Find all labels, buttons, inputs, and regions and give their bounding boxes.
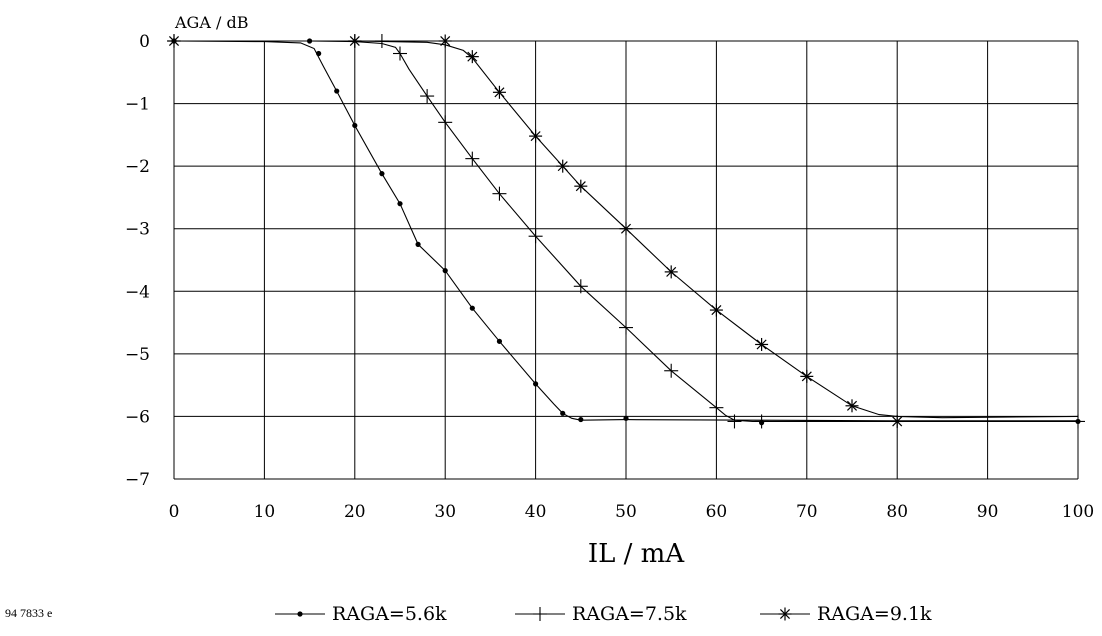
series-line	[173, 40, 1078, 422]
legend-marker	[297, 611, 303, 617]
data-point	[469, 305, 475, 311]
y-tick-label: 0	[139, 32, 150, 52]
data-point	[709, 400, 724, 415]
data-point	[348, 34, 362, 48]
data-point	[533, 381, 539, 387]
data-point	[623, 415, 629, 421]
series-group	[167, 34, 1085, 429]
data-point	[465, 50, 479, 64]
data-point	[379, 171, 385, 177]
x-tick-label: 0	[169, 502, 180, 522]
data-point	[496, 338, 503, 344]
data-point	[574, 179, 588, 193]
data-point	[727, 414, 742, 429]
legend-label: RAGA=5.6k	[332, 603, 447, 625]
x-axis-label: IL / mA	[588, 539, 685, 569]
x-tick-label: 60	[706, 502, 728, 522]
data-point	[352, 122, 358, 129]
y-tick-label: −1	[125, 95, 150, 115]
data-point	[438, 34, 452, 48]
data-point	[420, 89, 435, 104]
x-tick-label: 100	[1062, 502, 1094, 522]
x-tick-label: 80	[886, 502, 908, 522]
y-tick-label: −2	[125, 157, 150, 177]
y-tick-label: −6	[125, 407, 150, 427]
grid	[173, 40, 1079, 480]
x-tick-label: 10	[254, 502, 276, 522]
y-axis-label: AGA / dB	[174, 13, 248, 32]
legend: RAGA=5.6k RAGA=7.5k RAGA=9.1k	[275, 603, 932, 625]
x-tick-labels: 0 10 20 30 40 50 60 70 80 90 100	[169, 502, 1095, 522]
figure-id: 94 7833 e	[5, 606, 52, 620]
data-point	[845, 399, 859, 413]
data-point	[664, 363, 679, 378]
data-point	[754, 414, 769, 429]
legend-label: RAGA=7.5k	[572, 603, 687, 625]
data-point	[573, 279, 588, 294]
data-point	[556, 159, 570, 173]
y-tick-label: −5	[125, 345, 150, 365]
x-tick-label: 40	[525, 502, 547, 522]
data-point	[492, 186, 507, 201]
data-point	[619, 320, 633, 335]
data-point	[890, 414, 904, 428]
data-point	[397, 201, 403, 207]
data-point	[334, 88, 340, 94]
data-point	[316, 50, 322, 57]
y-tick-label: −3	[125, 220, 150, 240]
x-tick-label: 90	[977, 502, 999, 522]
x-tick-label: 30	[434, 502, 456, 522]
series-line	[174, 40, 1079, 419]
legend-item: RAGA=7.5k	[515, 603, 687, 625]
x-tick-label: 20	[344, 502, 366, 522]
data-point	[438, 115, 453, 130]
data-point	[167, 34, 181, 48]
data-point	[528, 229, 543, 244]
data-point	[393, 46, 407, 61]
data-point	[664, 265, 678, 279]
legend-item: RAGA=9.1k	[760, 603, 932, 625]
data-point	[415, 241, 421, 247]
data-point	[619, 222, 633, 236]
data-point	[442, 268, 448, 274]
data-point	[560, 410, 566, 416]
legend-marker	[778, 607, 792, 621]
data-point	[709, 303, 723, 317]
x-tick-label: 70	[796, 502, 818, 522]
data-point	[492, 85, 506, 99]
legend-marker	[533, 607, 547, 621]
y-tick-label: −7	[125, 470, 150, 490]
y-tick-labels: 0 −1 −2 −3 −4 −5 −6 −7	[125, 32, 150, 490]
data-point	[800, 369, 814, 383]
legend-item: RAGA=5.6k	[275, 603, 447, 625]
series-3	[167, 34, 1079, 428]
legend-label: RAGA=9.1k	[817, 603, 932, 625]
data-point	[529, 129, 543, 143]
data-point	[578, 416, 584, 423]
data-point	[465, 151, 480, 166]
data-point	[755, 337, 769, 351]
y-tick-label: −4	[125, 282, 150, 302]
x-tick-label: 50	[615, 502, 637, 522]
